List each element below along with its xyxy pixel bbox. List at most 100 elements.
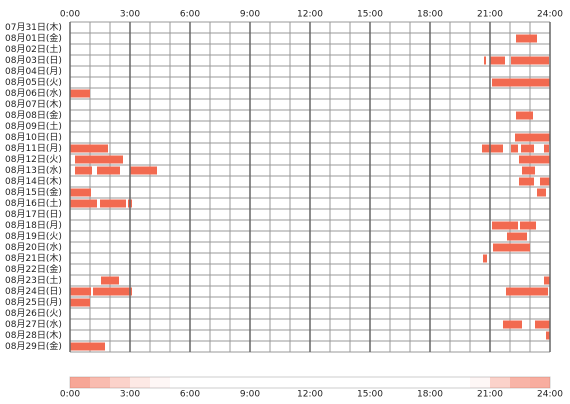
- row-label: 08月28日(木): [5, 329, 62, 341]
- density-cell: [250, 377, 270, 388]
- row-label: 08月13日(水): [5, 164, 62, 176]
- interval-bar: [97, 166, 120, 175]
- row-label: 08月07日(木): [5, 98, 62, 110]
- interval-bar: [93, 287, 132, 296]
- row-label: 08月12日(火): [5, 154, 62, 165]
- density-cell: [170, 377, 190, 388]
- row-label: 08月21日(木): [5, 252, 62, 264]
- interval-bar: [101, 276, 119, 285]
- interval-bar: [70, 144, 108, 153]
- interval-bar: [537, 188, 546, 197]
- interval-bar: [484, 56, 486, 65]
- row-label: 08月10日(日): [5, 132, 62, 143]
- row-label: 08月05日(火): [5, 77, 62, 88]
- x-tick-label: 0:00: [60, 390, 80, 400]
- row-label: 08月15日(金): [5, 186, 62, 198]
- x-tick-label: 21:00: [477, 10, 503, 20]
- interval-bar: [519, 177, 534, 186]
- row-label: 08月14日(木): [5, 175, 62, 187]
- row-label: 08月11日(月): [5, 143, 62, 154]
- interval-bar: [70, 298, 90, 307]
- interval-bar: [490, 56, 505, 65]
- density-cell: [70, 377, 90, 388]
- interval-bar: [546, 331, 550, 340]
- density-cell: [230, 377, 250, 388]
- density-cell: [310, 377, 330, 388]
- interval-bar: [522, 166, 535, 175]
- x-tick-label: 12:00: [297, 10, 323, 20]
- interval-bar: [511, 144, 518, 153]
- density-cell: [470, 377, 490, 388]
- row-label: 08月06日(水): [5, 87, 62, 99]
- density-cell: [390, 377, 410, 388]
- density-cell: [110, 377, 130, 388]
- x-tick-label: 15:00: [357, 10, 383, 20]
- row-label: 08月24日(日): [5, 286, 62, 297]
- x-tick-label: 21:00: [477, 390, 503, 400]
- row-label: 08月09日(土): [5, 120, 62, 132]
- row-label: 08月27日(水): [5, 318, 62, 330]
- interval-bar: [540, 177, 550, 186]
- interval-bar: [544, 144, 549, 153]
- interval-bar: [493, 243, 530, 252]
- x-tick-label: 0:00: [60, 10, 80, 20]
- row-label: 08月17日(日): [5, 209, 62, 220]
- interval-bar: [520, 221, 536, 230]
- row-label: 08月25日(月): [5, 297, 62, 308]
- row-label: 08月18日(月): [5, 220, 62, 231]
- interval-bar: [516, 34, 537, 43]
- interval-bar: [70, 188, 91, 197]
- density-cell: [150, 377, 170, 388]
- interval-bar: [75, 166, 92, 175]
- row-label: 08月03日(日): [5, 55, 62, 66]
- row-label: 08月02日(土): [5, 43, 62, 55]
- interval-bar: [483, 254, 487, 263]
- density-cell: [430, 377, 450, 388]
- density-cell: [90, 377, 110, 388]
- x-tick-label: 24:00: [537, 10, 563, 20]
- interval-bar: [507, 232, 527, 241]
- density-cell: [510, 377, 530, 388]
- interval-bar: [482, 144, 503, 153]
- density-cell: [490, 377, 510, 388]
- row-label: 08月01日(金): [5, 32, 62, 44]
- row-label: 08月16日(土): [5, 197, 62, 209]
- interval-bar: [492, 221, 518, 230]
- interval-bar: [535, 320, 550, 329]
- density-cell: [330, 377, 350, 388]
- row-label: 08月26日(火): [5, 308, 62, 319]
- x-tick-label: 3:00: [120, 390, 140, 400]
- row-label: 08月23日(土): [5, 274, 62, 286]
- row-label: 08月29日(金): [5, 340, 62, 352]
- row-label: 08月20日(水): [5, 241, 62, 253]
- density-cell: [290, 377, 310, 388]
- interval-bar: [544, 276, 550, 285]
- interval-bar: [492, 78, 550, 87]
- density-cell: [130, 377, 150, 388]
- interval-bar: [519, 155, 550, 164]
- x-tick-label: 12:00: [297, 390, 323, 400]
- row-label: 08月08日(金): [5, 109, 62, 121]
- interval-bar: [130, 166, 157, 175]
- x-tick-label: 3:00: [120, 10, 140, 20]
- interval-bar: [70, 287, 91, 296]
- x-tick-label: 24:00: [537, 390, 563, 400]
- x-tick-label: 6:00: [180, 10, 200, 20]
- x-tick-label: 15:00: [357, 390, 383, 400]
- x-tick-label: 6:00: [180, 390, 200, 400]
- interval-bar: [70, 89, 90, 98]
- x-tick-label: 9:00: [240, 390, 260, 400]
- density-cell: [410, 377, 430, 388]
- interval-bar: [506, 287, 548, 296]
- interval-bar: [70, 199, 97, 208]
- row-label: 08月04日(月): [5, 66, 62, 77]
- density-cell: [530, 377, 550, 388]
- density-cell: [210, 377, 230, 388]
- interval-bar: [100, 199, 126, 208]
- x-tick-label: 18:00: [417, 390, 443, 400]
- density-cell: [350, 377, 370, 388]
- density-cell: [190, 377, 210, 388]
- x-tick-label: 18:00: [417, 10, 443, 20]
- interval-bar: [521, 144, 534, 153]
